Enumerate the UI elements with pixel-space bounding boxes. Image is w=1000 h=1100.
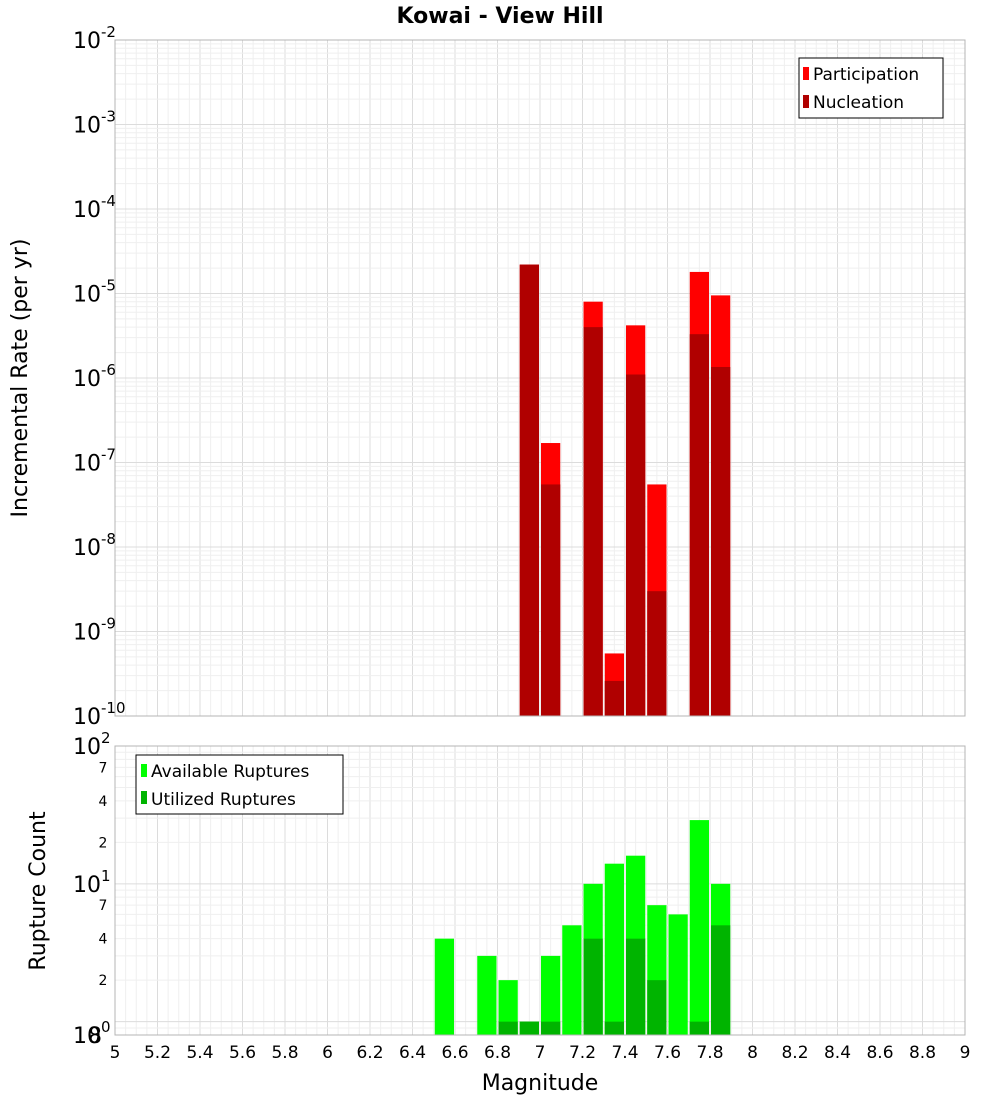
bottom-y-minor-tick-label: 2 <box>99 835 108 851</box>
available-ruptures-bar <box>434 938 454 1035</box>
available-ruptures-bar <box>562 925 582 1035</box>
available-ruptures-bar <box>668 914 688 1035</box>
participation-legend-label: Participation <box>813 65 919 85</box>
available-ruptures-bar <box>541 955 561 1035</box>
utilized-ruptures-bar <box>647 980 667 1035</box>
bottom-y-minor-tick-label: 7 <box>99 898 108 914</box>
top-y-tick-label: 10-2 <box>73 23 116 54</box>
bottom-legend-box <box>135 754 344 815</box>
top-y-tick-labels: 10-2 10-3 10-4 10-5 10-6 10-7 10-8 10-9 10-10 <box>73 23 126 730</box>
x-tick-label: 7.4 <box>611 1043 638 1063</box>
nucleation-bar <box>519 264 539 716</box>
bottom-y-tick-label: 100 <box>73 1018 111 1049</box>
top-plot-frame <box>114 39 966 717</box>
bottom-legend: Available Ruptures Utilized Ruptures <box>135 754 344 815</box>
x-tick-label: 8.4 <box>824 1043 851 1063</box>
nucleation-legend-swatch <box>803 95 809 108</box>
x-tick-label: 6.6 <box>441 1043 468 1063</box>
x-tick-label: 5.2 <box>144 1043 171 1063</box>
x-axis-label: Magnitude <box>482 1071 599 1096</box>
nucleation-bar <box>583 327 603 716</box>
x-tick-label: 8.6 <box>866 1043 893 1063</box>
top-y-tick-label: 10-9 <box>73 615 116 646</box>
bottom-y-minor-tick-label: 4 <box>99 794 108 810</box>
bottom-y-minor-tick-label: 2 <box>99 973 108 989</box>
bottom-y-minor-tick-label: 7 <box>99 760 108 776</box>
nucleation-bar <box>689 334 709 716</box>
x-tick-label: 7.8 <box>696 1043 723 1063</box>
top-y-tick-label: 10-3 <box>73 108 116 139</box>
bottom-y-tick-label: 101 <box>73 867 111 898</box>
available-ruptures-bar <box>498 980 518 1035</box>
x-tick-label: 8 <box>747 1043 758 1063</box>
utilized-legend-label: Utilized Ruptures <box>151 790 296 810</box>
available-legend-label: Available Ruptures <box>151 762 309 782</box>
x-tick-label: 7 <box>535 1043 546 1063</box>
x-tick-label: 7.2 <box>569 1043 596 1063</box>
top-y-tick-label: 10-8 <box>73 530 116 561</box>
nucleation-bar <box>626 374 646 716</box>
top-legend: Participation Nucleation <box>798 57 944 119</box>
top-legend-box <box>798 57 944 119</box>
top-y-tick-label: 10-6 <box>73 361 116 392</box>
x-tick-label: 6.8 <box>484 1043 511 1063</box>
x-tick-label: 9 <box>960 1043 971 1063</box>
x-tick-label: 8.8 <box>909 1043 936 1063</box>
chart-title: Kowai - View Hill <box>396 4 603 29</box>
nucleation-legend-label: Nucleation <box>813 93 904 113</box>
top-y-axis-label: Incremental Rate (per yr) <box>8 239 33 518</box>
x-tick-label: 7.6 <box>654 1043 681 1063</box>
bottom-y-tick-labels: 102 101 100 7 4 2 7 4 2 8 <box>73 729 111 1049</box>
nucleation-bar <box>711 366 731 716</box>
utilized-ruptures-bar <box>498 1021 518 1035</box>
utilized-ruptures-bar <box>519 1021 539 1035</box>
utilized-ruptures-bar <box>541 1021 561 1035</box>
bottom-y-minor-tick-label: 8 <box>88 1024 102 1049</box>
x-tick-label: 5 <box>110 1043 121 1063</box>
participation-legend-swatch <box>803 67 809 80</box>
top-y-tick-label: 10-10 <box>73 699 126 730</box>
top-y-tick-label: 10-5 <box>73 277 116 308</box>
top-plot-bars <box>519 264 731 716</box>
top-y-tick-label: 10-4 <box>73 192 116 223</box>
available-ruptures-bar <box>689 820 709 1035</box>
utilized-ruptures-bar <box>711 925 731 1035</box>
utilized-ruptures-bar <box>689 1021 709 1035</box>
x-tick-label: 5.4 <box>186 1043 213 1063</box>
x-tick-label: 5.8 <box>271 1043 298 1063</box>
bottom-y-tick-label: 102 <box>73 729 111 760</box>
x-tick-label: 5.6 <box>229 1043 256 1063</box>
utilized-ruptures-bar <box>626 938 646 1035</box>
nucleation-bar <box>541 484 561 716</box>
x-tick-labels: 5 5.2 5.4 5.6 5.8 6 6.2 6.4 6.6 6.8 7 7.2 7.4 7.6 7.8 8… <box>110 1043 971 1063</box>
top-y-tick-label: 10-7 <box>73 446 116 477</box>
bottom-plot-bars <box>434 820 731 1035</box>
utilized-ruptures-bar <box>604 1021 624 1035</box>
bottom-y-minor-tick-label: 4 <box>99 932 108 948</box>
x-tick-label: 8.2 <box>781 1043 808 1063</box>
available-ruptures-bar <box>604 863 624 1035</box>
x-tick-label: 6.4 <box>399 1043 426 1063</box>
bottom-y-axis-label: Rupture Count <box>26 811 51 971</box>
available-ruptures-bar <box>477 955 497 1035</box>
utilized-legend-swatch <box>141 791 147 804</box>
x-tick-label: 6.2 <box>356 1043 383 1063</box>
utilized-ruptures-bar <box>583 938 603 1035</box>
top-plot-grid <box>114 39 966 717</box>
nucleation-bar <box>647 591 667 716</box>
available-legend-swatch <box>141 764 147 777</box>
x-tick-label: 6 <box>322 1043 333 1063</box>
bottom-plot-frame <box>114 745 966 1036</box>
nucleation-bar <box>604 680 624 716</box>
